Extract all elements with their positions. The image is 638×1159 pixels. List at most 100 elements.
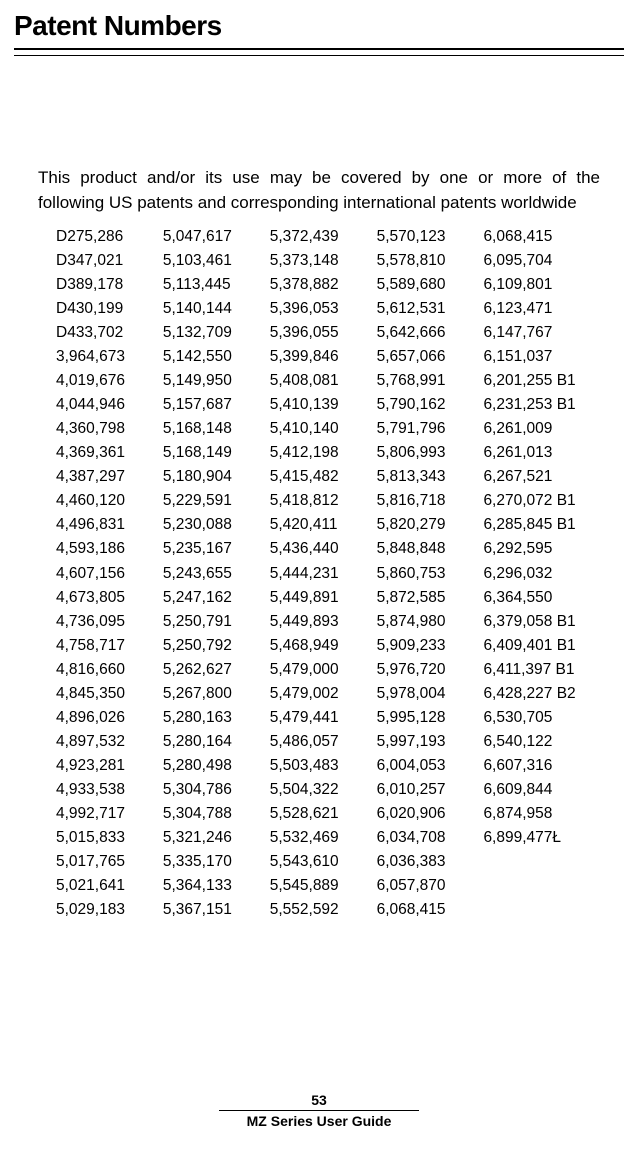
patent-number: 5,412,198 xyxy=(270,441,377,465)
patent-number: 5,444,231 xyxy=(270,562,377,586)
patent-column: 5,570,1235,578,8105,589,6805,612,5315,64… xyxy=(377,225,484,921)
patent-number: 5,367,151 xyxy=(163,898,270,922)
patent-number: 5,247,162 xyxy=(163,586,270,610)
patent-number: 5,243,655 xyxy=(163,562,270,586)
patent-number: 6,609,844 xyxy=(483,778,600,802)
patent-number: 5,545,889 xyxy=(270,874,377,898)
patent-number: 5,113,445 xyxy=(163,273,270,297)
patent-number: 5,503,483 xyxy=(270,754,377,778)
footer: 53 MZ Series User Guide xyxy=(0,1092,638,1129)
patent-number: 5,449,891 xyxy=(270,586,377,610)
patent-number: 4,758,717 xyxy=(56,634,163,658)
patent-number: 6,068,415 xyxy=(483,225,600,249)
patent-number: 5,872,585 xyxy=(377,586,484,610)
patent-number: 6,057,870 xyxy=(377,874,484,898)
patent-number: 4,816,660 xyxy=(56,658,163,682)
patent-number: 5,157,687 xyxy=(163,393,270,417)
patent-number: 5,578,810 xyxy=(377,249,484,273)
patent-number: 6,296,032 xyxy=(483,562,600,586)
patent-number: 5,479,002 xyxy=(270,682,377,706)
patent-number: 5,142,550 xyxy=(163,345,270,369)
patent-number: 5,504,322 xyxy=(270,778,377,802)
patent-number: 6,109,801 xyxy=(483,273,600,297)
patent-number: 4,992,717 xyxy=(56,802,163,826)
patent-number: 6,231,253 B1 xyxy=(483,393,600,417)
intro-text: This product and/or its use may be cover… xyxy=(38,166,600,215)
patent-number: 5,267,800 xyxy=(163,682,270,706)
patent-number: 5,816,718 xyxy=(377,489,484,513)
patent-number: 5,813,343 xyxy=(377,465,484,489)
patent-number: 6,607,316 xyxy=(483,754,600,778)
patent-number: 5,304,788 xyxy=(163,802,270,826)
patent-number: 6,285,845 B1 xyxy=(483,513,600,537)
patent-number: 5,449,893 xyxy=(270,610,377,634)
patent-number: 5,396,053 xyxy=(270,297,377,321)
patent-number: 5,017,765 xyxy=(56,850,163,874)
patent-number: 5,543,610 xyxy=(270,850,377,874)
patent-number: 5,335,170 xyxy=(163,850,270,874)
patent-number: 5,140,144 xyxy=(163,297,270,321)
patent-number: 4,933,538 xyxy=(56,778,163,802)
patent-number: 6,874,958 xyxy=(483,802,600,826)
patent-number: 5,486,057 xyxy=(270,730,377,754)
patent-number: 6,428,227 B2 xyxy=(483,682,600,706)
patent-number: 4,044,946 xyxy=(56,393,163,417)
page-title: Patent Numbers xyxy=(0,0,638,48)
patent-number: 6,123,471 xyxy=(483,297,600,321)
patent-number: 6,409,401 B1 xyxy=(483,634,600,658)
patent-number: 6,147,767 xyxy=(483,321,600,345)
patent-number: 5,132,709 xyxy=(163,321,270,345)
patent-number: 4,593,186 xyxy=(56,537,163,561)
patent-number: 3,964,673 xyxy=(56,345,163,369)
patent-column: 5,372,4395,373,1485,378,8825,396,0535,39… xyxy=(270,225,377,921)
patent-number: 5,528,621 xyxy=(270,802,377,826)
patent-number: 6,364,550 xyxy=(483,586,600,610)
patent-number: 5,589,680 xyxy=(377,273,484,297)
patent-number: 6,540,122 xyxy=(483,730,600,754)
patent-number: 5,570,123 xyxy=(377,225,484,249)
patent-number: 5,280,498 xyxy=(163,754,270,778)
patent-number: 6,411,397 B1 xyxy=(483,658,600,682)
patent-number: 5,976,720 xyxy=(377,658,484,682)
patent-table: D275,286D347,021D389,178D430,199D433,702… xyxy=(56,225,600,921)
patent-number: 5,479,441 xyxy=(270,706,377,730)
patent-number: 5,378,882 xyxy=(270,273,377,297)
patent-number: 5,250,792 xyxy=(163,634,270,658)
patent-number: 6,261,009 xyxy=(483,417,600,441)
patent-number: 6,036,383 xyxy=(377,850,484,874)
patent-number: D347,021 xyxy=(56,249,163,273)
patent-number: 4,673,805 xyxy=(56,586,163,610)
patent-number: 5,820,279 xyxy=(377,513,484,537)
patent-number: 5,532,469 xyxy=(270,826,377,850)
patent-number: 5,420,411 xyxy=(270,513,377,537)
patent-number: 6,899,477Ł xyxy=(483,826,600,850)
patent-column: D275,286D347,021D389,178D430,199D433,702… xyxy=(56,225,163,921)
rule-thin xyxy=(14,55,624,56)
patent-number: 5,978,004 xyxy=(377,682,484,706)
patent-number: 6,020,906 xyxy=(377,802,484,826)
patent-number: 5,791,796 xyxy=(377,417,484,441)
patent-number: 6,095,704 xyxy=(483,249,600,273)
patent-number: D433,702 xyxy=(56,321,163,345)
patent-number: 5,860,753 xyxy=(377,562,484,586)
patent-number: 5,790,162 xyxy=(377,393,484,417)
patent-number: 5,321,246 xyxy=(163,826,270,850)
patent-number: 5,479,000 xyxy=(270,658,377,682)
patent-number: D389,178 xyxy=(56,273,163,297)
patent-number: 5,410,139 xyxy=(270,393,377,417)
patent-number: 5,021,641 xyxy=(56,874,163,898)
patent-number: 5,410,140 xyxy=(270,417,377,441)
patent-number: 4,019,676 xyxy=(56,369,163,393)
patent-number: 5,250,791 xyxy=(163,610,270,634)
patent-number: 5,415,482 xyxy=(270,465,377,489)
patent-number: 5,280,163 xyxy=(163,706,270,730)
patent-number: 5,372,439 xyxy=(270,225,377,249)
patent-number: 5,047,617 xyxy=(163,225,270,249)
patent-number: 6,261,013 xyxy=(483,441,600,465)
patent-number: 5,262,627 xyxy=(163,658,270,682)
patent-number: 5,015,833 xyxy=(56,826,163,850)
patent-number: 5,168,148 xyxy=(163,417,270,441)
patent-number: 5,149,950 xyxy=(163,369,270,393)
patent-number: 5,552,592 xyxy=(270,898,377,922)
patent-number: 6,034,708 xyxy=(377,826,484,850)
